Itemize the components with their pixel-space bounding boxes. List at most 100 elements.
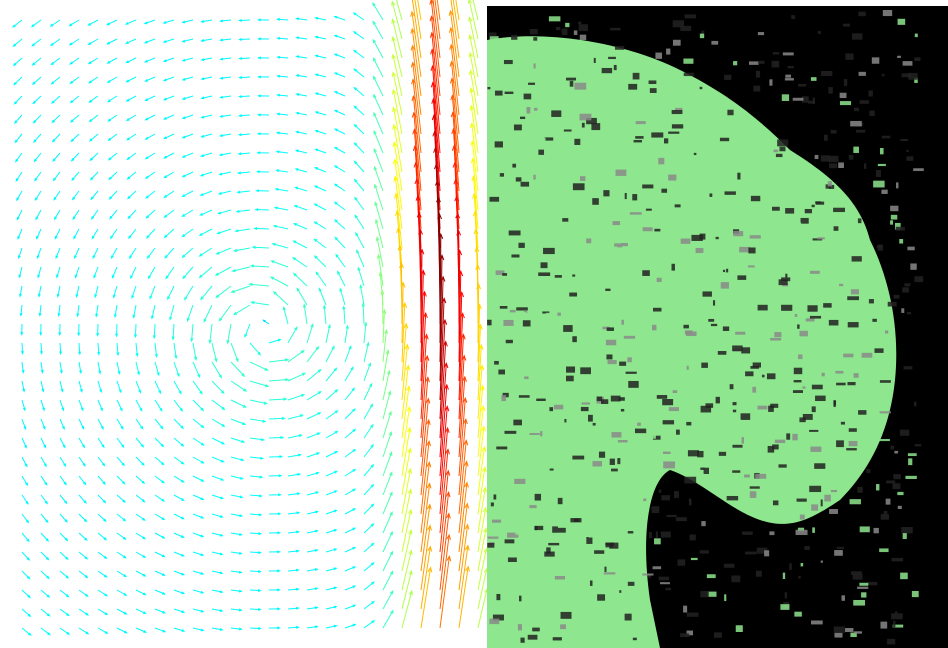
speckle <box>520 117 525 119</box>
speckle <box>821 71 832 76</box>
speckle <box>528 635 538 640</box>
speckle <box>788 254 796 261</box>
speckle <box>843 24 850 27</box>
speckle <box>584 268 591 274</box>
speckle <box>662 399 673 405</box>
speckle <box>606 354 612 359</box>
speckle <box>814 463 825 469</box>
speckle <box>821 500 823 507</box>
speckle <box>814 229 818 231</box>
speckle <box>741 437 744 443</box>
speckle <box>703 291 712 296</box>
visualization <box>0 0 948 648</box>
speckle <box>798 354 802 359</box>
speckle <box>831 490 837 492</box>
speckle <box>807 198 816 201</box>
speckle <box>535 494 541 501</box>
speckle <box>518 243 524 248</box>
speckle <box>705 403 713 408</box>
speckle <box>494 221 498 228</box>
speckle <box>635 429 646 434</box>
speckle <box>528 83 535 85</box>
speckle <box>654 538 661 544</box>
speckle <box>663 461 675 468</box>
speckle <box>625 614 632 621</box>
speckle <box>758 61 764 64</box>
speckle <box>677 559 685 565</box>
speckle <box>834 226 839 231</box>
speckle <box>582 402 591 404</box>
speckle <box>661 532 671 538</box>
speckle <box>611 432 621 437</box>
speckle <box>768 406 774 412</box>
speckle <box>506 340 513 343</box>
speckle <box>830 432 839 438</box>
speckle <box>680 26 691 31</box>
speckle <box>685 330 693 334</box>
speckle <box>733 61 737 65</box>
speckle <box>649 433 656 438</box>
speckle <box>779 464 787 467</box>
speckle <box>822 373 825 377</box>
speckle <box>697 451 703 457</box>
speckle <box>836 440 844 447</box>
speckle <box>594 550 604 554</box>
speckle <box>632 194 637 200</box>
speckle <box>687 612 699 616</box>
speckle <box>580 367 591 374</box>
speckle <box>586 537 592 544</box>
speckle <box>892 558 904 561</box>
speckle <box>793 390 803 393</box>
speckle <box>732 445 742 448</box>
speckle <box>708 592 717 597</box>
speckle <box>532 628 540 632</box>
speckle <box>659 490 661 493</box>
speckle <box>489 619 499 625</box>
speckle <box>781 277 790 281</box>
speckle <box>736 625 743 632</box>
speckle <box>828 426 838 429</box>
speckle <box>859 72 866 76</box>
speckle <box>524 94 532 100</box>
speckle <box>505 92 514 94</box>
speckle <box>649 532 652 538</box>
speckle <box>887 639 895 645</box>
speckle <box>756 71 760 78</box>
speckle <box>904 366 913 369</box>
speckle <box>488 537 499 539</box>
speckle <box>529 505 536 508</box>
speckle <box>625 193 627 199</box>
speckle <box>674 491 679 498</box>
speckle <box>603 190 609 196</box>
speckle <box>757 406 767 410</box>
speckle <box>604 567 606 572</box>
speckle <box>898 506 902 509</box>
speckle <box>514 479 525 484</box>
speckle <box>580 176 585 181</box>
speckle <box>561 612 572 619</box>
speckle <box>597 594 605 600</box>
speckle <box>504 60 513 64</box>
speckle <box>900 139 908 141</box>
speckle <box>866 469 870 473</box>
speckle <box>510 310 516 312</box>
speckle <box>854 108 859 111</box>
speckle <box>750 235 761 238</box>
speckle <box>732 470 740 472</box>
speckle <box>854 631 862 633</box>
speckle <box>857 487 862 493</box>
speckle <box>667 170 674 173</box>
speckle <box>809 430 818 432</box>
speckle <box>818 31 821 34</box>
speckle <box>487 320 491 326</box>
speckle <box>651 132 663 137</box>
speckle <box>713 160 718 165</box>
speckle <box>492 520 501 523</box>
speckle <box>797 499 807 502</box>
speckle <box>689 499 692 505</box>
speckle <box>879 548 888 552</box>
speckle <box>572 206 584 213</box>
speckle <box>773 52 780 55</box>
speckle <box>701 363 708 368</box>
speckle <box>505 539 515 543</box>
